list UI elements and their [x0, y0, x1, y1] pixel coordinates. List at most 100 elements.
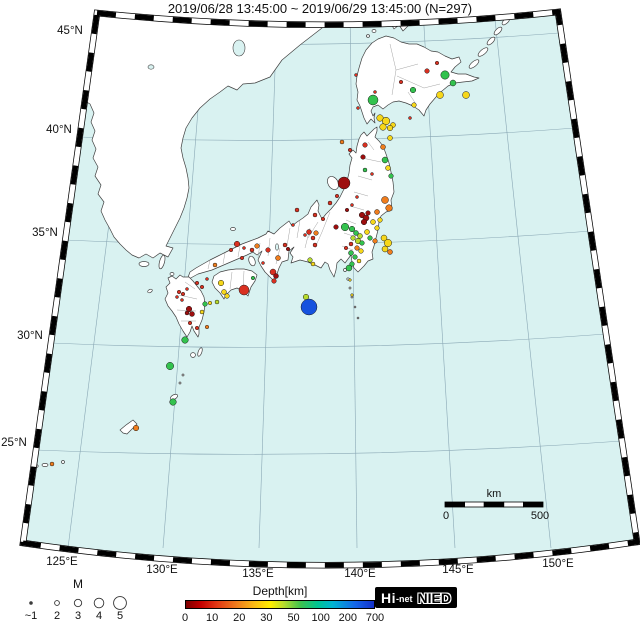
magnitude-legend-circle	[29, 601, 33, 605]
epicenter-marker	[249, 247, 255, 253]
epicenter-marker	[358, 248, 364, 254]
epicenter-marker	[345, 264, 353, 272]
magnitude-legend-circles	[29, 596, 127, 610]
epicenter-marker	[194, 325, 200, 331]
jeju-island	[138, 261, 150, 267]
map-title: 2019/06/28 13:45:00 ~ 2019/06/29 13:45:0…	[167, 1, 473, 16]
epicenter-marker	[364, 229, 370, 235]
magnitude-legend-value: 5	[116, 610, 124, 622]
epicenter-marker	[372, 238, 378, 244]
epicenter-marker	[49, 461, 55, 467]
epicenter-marker	[343, 245, 349, 251]
epicenter-marker	[310, 261, 316, 267]
epicenter-marker	[233, 240, 241, 248]
epicenter-marker	[312, 212, 318, 218]
sado-island	[327, 176, 339, 190]
goto-islands	[147, 288, 153, 294]
epicenter-marker	[189, 311, 195, 317]
depth-tick-label: 700	[365, 612, 385, 624]
epicenter-marker	[313, 230, 319, 236]
epicenter-marker	[365, 210, 371, 216]
lake-khanka	[232, 39, 246, 57]
epicenter-marker	[282, 242, 288, 248]
hinet-nied-logo: Hi -net NIED	[375, 587, 457, 608]
epicenter-marker	[360, 218, 368, 226]
epicenter-marker	[187, 320, 193, 326]
epicenter-marker	[333, 224, 339, 230]
epicenter-marker	[185, 287, 189, 291]
epicenter-marker	[349, 261, 355, 267]
scale-bar	[444, 501, 544, 508]
epicenter-marker	[184, 310, 190, 316]
epicenter-marker	[350, 293, 354, 297]
epicenter-marker	[353, 230, 359, 236]
epicenter-marker	[380, 144, 386, 150]
epicenter-marker	[340, 222, 350, 232]
epicenter-marker	[176, 289, 182, 295]
epicenter-marker	[347, 147, 353, 153]
latitude-label: 45°N	[57, 25, 83, 37]
epicenter-marker	[377, 217, 383, 223]
epicenter-marker	[239, 255, 245, 261]
epicenter-marker	[440, 70, 450, 80]
epicenter-marker	[434, 60, 440, 66]
epicenter-marker	[202, 301, 208, 307]
epicenter-marker	[374, 209, 380, 215]
epicenter-marker	[250, 275, 256, 281]
depth-tick-label: 30	[260, 612, 273, 624]
epicenter-marker	[367, 94, 379, 106]
rishiri-island	[371, 29, 377, 33]
rebun-island	[366, 34, 370, 38]
logo-net-text: -net	[396, 594, 413, 604]
map-frame	[19, 8, 640, 569]
epicenter-marker	[348, 278, 352, 282]
magnitude-legend-value: 2	[53, 610, 61, 622]
epicenter-marker	[409, 86, 417, 94]
epicenter-marker	[381, 245, 389, 253]
iki-island	[169, 272, 175, 276]
scale-bar-unit: km	[486, 488, 502, 500]
epicenter-marker	[132, 424, 140, 432]
epicenter-marker	[180, 291, 186, 297]
epicenter-marker	[271, 278, 277, 284]
epicenter-marker	[275, 255, 281, 261]
magnitude-legend-circle	[93, 597, 105, 609]
logo-hi-text: Hi	[381, 589, 396, 606]
epicenter-marker	[352, 254, 358, 260]
epicenter-marker	[307, 257, 313, 263]
scale-bar-end: 500	[530, 510, 550, 522]
epicenter-marker	[238, 284, 250, 296]
latitude-label: 30°N	[17, 330, 43, 342]
epicenter-marker	[424, 68, 430, 74]
epicenter-marker	[381, 196, 389, 204]
epicenter-marker	[261, 261, 265, 265]
magnitude-legend-value: 4	[95, 610, 103, 622]
lakes	[147, 39, 279, 251]
epicenter-marker	[374, 225, 380, 231]
epicenter-marker	[166, 362, 174, 370]
latitude-label: 25°N	[1, 437, 27, 449]
epicenter-marker	[348, 241, 354, 247]
magnitude-legend-title: M	[73, 577, 83, 591]
longitude-label: 130°E	[146, 564, 178, 576]
epicenter-marker	[348, 250, 354, 256]
epicenter-marker	[360, 154, 366, 160]
epicenter-marker	[228, 247, 234, 253]
magnitude-legend-circle	[113, 596, 127, 610]
magnitude-legend-circle	[54, 600, 60, 606]
epicenter-marker	[300, 298, 318, 316]
epicenter-marker	[212, 262, 218, 268]
epicenter-marker	[334, 193, 340, 199]
epicenter-marker	[388, 173, 394, 179]
epicenter-marker	[380, 234, 388, 242]
epicenter-marker	[385, 204, 393, 212]
epicenter-marker	[362, 142, 368, 148]
magnitude-legend-circle	[73, 598, 83, 608]
epicenter-marker	[254, 243, 260, 249]
tsushima-island	[158, 254, 166, 270]
epicenter-marker	[367, 235, 373, 241]
longitude-label: 135°E	[242, 568, 274, 580]
kyushu	[164, 274, 206, 338]
